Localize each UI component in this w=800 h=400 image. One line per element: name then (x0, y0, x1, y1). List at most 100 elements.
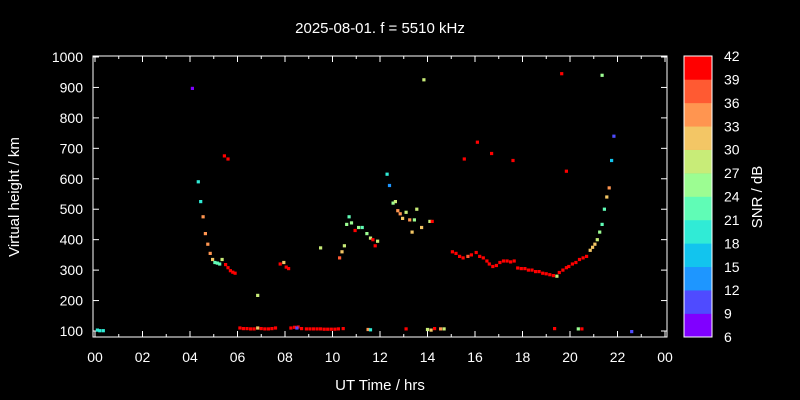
data-point (278, 262, 282, 266)
data-point (610, 158, 614, 163)
data-point (612, 134, 616, 138)
data-point (595, 238, 599, 242)
data-point (408, 218, 412, 222)
data-point (577, 257, 582, 262)
data-point (458, 254, 462, 258)
colorbar-frame (683, 55, 713, 338)
data-point (287, 267, 291, 271)
colorbar-segment (684, 243, 712, 268)
data-point (505, 259, 509, 263)
data-point (551, 274, 555, 278)
data-point (519, 267, 523, 271)
colorbar: 6 9 12 15 18 21 24 27 30 33 36 39 42 (683, 48, 740, 345)
data-point (342, 244, 346, 248)
data-point (95, 328, 99, 332)
x-tick-label: 04 (182, 349, 198, 365)
data-point (412, 218, 416, 222)
data-point (199, 200, 203, 204)
data-point (238, 326, 242, 330)
data-point (548, 273, 552, 277)
data-point (588, 248, 592, 252)
data-point (347, 215, 351, 219)
data-point (602, 207, 606, 211)
data-point (410, 230, 414, 234)
x-tick-label: 22 (610, 349, 626, 365)
data-point (385, 172, 389, 176)
data-point (371, 238, 375, 242)
data-point (428, 219, 432, 223)
data-point (442, 327, 446, 331)
data-point (308, 327, 312, 331)
data-point (526, 268, 530, 272)
data-point (373, 244, 377, 248)
data-point (490, 151, 494, 156)
data-point (576, 327, 580, 331)
data-point (553, 327, 557, 331)
data-point (326, 327, 330, 331)
colorbar-tick-label: 6 (724, 329, 732, 345)
colorbar-segment (684, 313, 712, 338)
data-point (300, 327, 304, 331)
data-point (481, 256, 485, 260)
data-point (401, 216, 405, 220)
x-tick-label: 14 (420, 349, 436, 365)
y-tick-label: 300 (60, 262, 84, 278)
data-point (366, 327, 370, 332)
data-point (263, 327, 267, 331)
data-point (338, 256, 342, 260)
data-point (256, 293, 260, 297)
data-point (560, 72, 564, 76)
x-tick-label: 18 (515, 349, 531, 365)
colorbar-segment (684, 290, 712, 314)
data-point (439, 327, 443, 331)
y-tick-label: 200 (60, 293, 84, 309)
y-axis: 100 200 300 400 500 600 700 800 900 1000 (52, 49, 667, 339)
chart-title: 2025-08-01. f = 5510 kHz (295, 20, 465, 37)
data-point (228, 269, 232, 273)
x-tick-label: 06 (230, 349, 246, 365)
data-point (329, 327, 333, 331)
data-point (511, 158, 515, 163)
data-point (349, 221, 354, 225)
data-point (591, 245, 595, 249)
data-point (353, 228, 357, 233)
x-axis: 00 02 04 06 08 10 12 14 16 18 20 22 00 (87, 56, 673, 365)
data-point (541, 271, 545, 275)
data-point (462, 157, 466, 161)
data-point (273, 326, 278, 330)
data-point (319, 327, 323, 331)
data-point (322, 327, 326, 331)
colorbar-segment (684, 126, 712, 150)
data-point (516, 266, 520, 270)
data-point (206, 242, 210, 246)
data-point (509, 260, 513, 264)
data-point (425, 327, 430, 332)
data-point (585, 254, 589, 258)
data-point (404, 210, 408, 214)
data-point (284, 265, 288, 269)
x-tick-label: 16 (467, 349, 483, 365)
y-tick-label: 500 (60, 201, 84, 217)
x-tick-label: 00 (657, 349, 673, 365)
data-point (226, 157, 230, 161)
colorbar-tick-label: 12 (724, 282, 740, 298)
data-point (607, 186, 611, 190)
data-point (98, 329, 102, 333)
colorbar-segment (684, 79, 712, 104)
y-tick-label: 100 (60, 323, 84, 339)
data-point (295, 326, 299, 330)
colorbar-segment (684, 266, 712, 291)
data-point (498, 260, 502, 265)
colorbar-tick-label: 27 (724, 165, 740, 181)
y-tick-label: 400 (60, 232, 84, 248)
x-tick-label: 08 (277, 349, 293, 365)
data-point (289, 326, 293, 330)
data-point (537, 270, 541, 274)
colorbar-tick-label: 24 (724, 189, 740, 205)
data-point (387, 183, 392, 188)
colorbar-tick-label: 30 (724, 142, 740, 158)
data-point (245, 327, 249, 331)
data-point (605, 195, 609, 199)
data-point (454, 251, 458, 255)
data-point (580, 327, 584, 331)
